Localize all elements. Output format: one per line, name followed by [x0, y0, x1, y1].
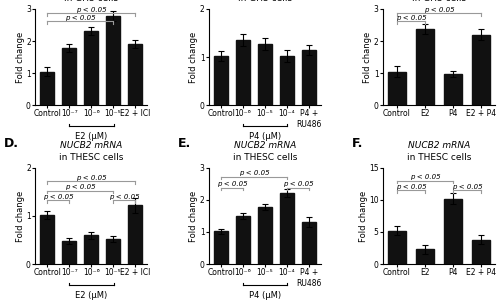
- Bar: [84, 31, 98, 105]
- Bar: [128, 205, 142, 264]
- Bar: [388, 231, 406, 264]
- Bar: [236, 40, 250, 105]
- Text: p < 0.05: p < 0.05: [282, 181, 313, 187]
- Text: p < 0.05: p < 0.05: [396, 15, 426, 21]
- Text: E2 (μM): E2 (μM): [75, 132, 107, 141]
- Bar: [416, 29, 434, 105]
- Bar: [258, 44, 272, 105]
- Bar: [258, 207, 272, 264]
- Text: NUCB2 mRNA: NUCB2 mRNA: [408, 142, 470, 151]
- Y-axis label: Fold change: Fold change: [364, 32, 372, 83]
- Bar: [214, 231, 228, 264]
- Bar: [444, 199, 462, 264]
- Text: in GH3 cells: in GH3 cells: [238, 0, 292, 3]
- Text: in GH3 cells: in GH3 cells: [64, 0, 118, 3]
- Y-axis label: Fold change: Fold change: [190, 32, 198, 83]
- Text: D.: D.: [4, 137, 18, 151]
- Text: E2 (μM): E2 (μM): [75, 291, 107, 300]
- Bar: [214, 56, 228, 105]
- Text: P4 (μM): P4 (μM): [249, 291, 281, 300]
- Text: p < 0.05: p < 0.05: [43, 194, 74, 200]
- Bar: [236, 216, 250, 264]
- Y-axis label: Fold change: Fold change: [16, 190, 24, 242]
- Bar: [84, 235, 98, 264]
- Text: p < 0.05: p < 0.05: [65, 184, 96, 190]
- Text: p < 0.05: p < 0.05: [238, 170, 270, 176]
- Bar: [280, 193, 294, 264]
- Text: p < 0.05: p < 0.05: [424, 7, 454, 13]
- Text: p < 0.05: p < 0.05: [452, 184, 482, 190]
- Text: NUCB2 mRNA: NUCB2 mRNA: [234, 142, 296, 151]
- Bar: [106, 16, 120, 105]
- Bar: [62, 48, 76, 105]
- Text: p < 0.05: p < 0.05: [396, 184, 426, 190]
- Text: p < 0.05: p < 0.05: [65, 15, 96, 21]
- Bar: [40, 71, 54, 105]
- Y-axis label: Fold change: Fold change: [190, 190, 198, 242]
- Y-axis label: Fold change: Fold change: [358, 190, 368, 242]
- Bar: [62, 241, 76, 264]
- Bar: [280, 56, 294, 105]
- Bar: [388, 71, 406, 105]
- Text: in GH3 cells: in GH3 cells: [412, 0, 466, 3]
- Bar: [128, 44, 142, 105]
- Text: E.: E.: [178, 137, 190, 151]
- Text: p < 0.05: p < 0.05: [217, 181, 248, 187]
- Text: NUCB2 mRNA: NUCB2 mRNA: [60, 142, 122, 151]
- Bar: [106, 239, 120, 264]
- Bar: [444, 74, 462, 105]
- Text: F.: F.: [352, 137, 363, 151]
- Text: p < 0.05: p < 0.05: [76, 7, 106, 13]
- Bar: [302, 50, 316, 105]
- Text: p < 0.05: p < 0.05: [76, 175, 106, 181]
- Bar: [40, 215, 54, 264]
- Bar: [416, 249, 434, 264]
- Bar: [472, 35, 490, 105]
- Text: in THESC cells: in THESC cells: [59, 153, 124, 162]
- Text: P4 (μM): P4 (μM): [249, 132, 281, 141]
- Bar: [472, 240, 490, 264]
- Text: in THESC cells: in THESC cells: [233, 153, 297, 162]
- Text: p < 0.05: p < 0.05: [108, 194, 140, 200]
- Y-axis label: Fold change: Fold change: [16, 32, 24, 83]
- Text: in THESC cells: in THESC cells: [406, 153, 471, 162]
- Text: p < 0.05: p < 0.05: [410, 174, 440, 180]
- Bar: [302, 222, 316, 264]
